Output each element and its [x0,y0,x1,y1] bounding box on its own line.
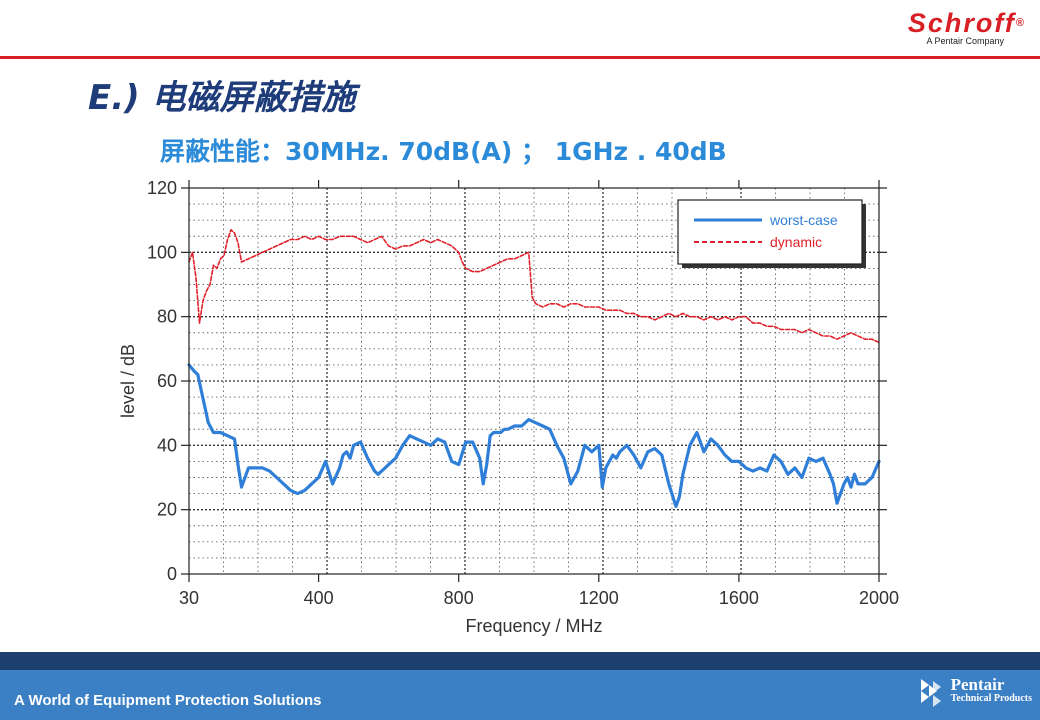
y-tick-label: 0 [167,564,177,584]
x-tick-label: 1200 [579,588,619,608]
legend: worst-case dynamic [677,199,866,268]
x-tick-label: 2000 [859,588,899,608]
logo-tagline: A Pentair Company [926,36,1004,46]
footer-tagline: A World of Equipment Protection Solution… [14,692,322,709]
schroff-wordmark: Schroff [907,8,1016,38]
axis-ticks: 0 20 40 60 80 100 120 30 400 800 1200 1600 2000 [147,178,899,608]
x-tick-label: 400 [304,588,334,608]
slide-title: E.) 电磁屏蔽措施 [88,78,356,118]
shielding-chart: 0 20 40 60 80 100 120 30 400 800 1200 1600 2000 wors… [118,178,899,636]
slide-subtitle: 屏蔽性能：30MHz. 70dB(A) ； 1GHz . 40dB [160,137,727,166]
x-tick-label: 800 [444,588,474,608]
pentair-logo: Pentair Technical Products [917,675,1032,709]
series-layer [187,228,881,508]
schroff-logo: Schroff® A Pentair Company [908,8,1026,46]
x-axis-label: Frequency / MHz [465,616,602,636]
registered-mark: ® [1015,17,1026,29]
legend-box [677,199,863,265]
y-axis-label: level / dB [118,344,138,418]
pentair-mark-icon [920,679,941,707]
legend-label: worst-case [769,212,838,228]
y-tick-label: 120 [147,178,177,198]
y-tick-label: 20 [157,500,177,520]
y-tick-label: 100 [147,242,177,262]
x-tick-label: 1600 [719,588,759,608]
series-line-dynamic [188,228,880,344]
y-tick-label: 60 [157,371,177,391]
series-line-worst-case [187,363,881,508]
x-tick-label: 30 [179,588,199,608]
y-tick-label: 80 [157,307,177,327]
footer: A World of Equipment Protection Solution… [0,670,1040,720]
pentair-division: Technical Products [950,693,1032,704]
y-tick-label: 40 [157,435,177,455]
footer-band [0,652,1040,670]
pentair-name: Pentair [950,675,1005,694]
legend-label: dynamic [770,234,822,250]
header-divider [0,56,1040,59]
